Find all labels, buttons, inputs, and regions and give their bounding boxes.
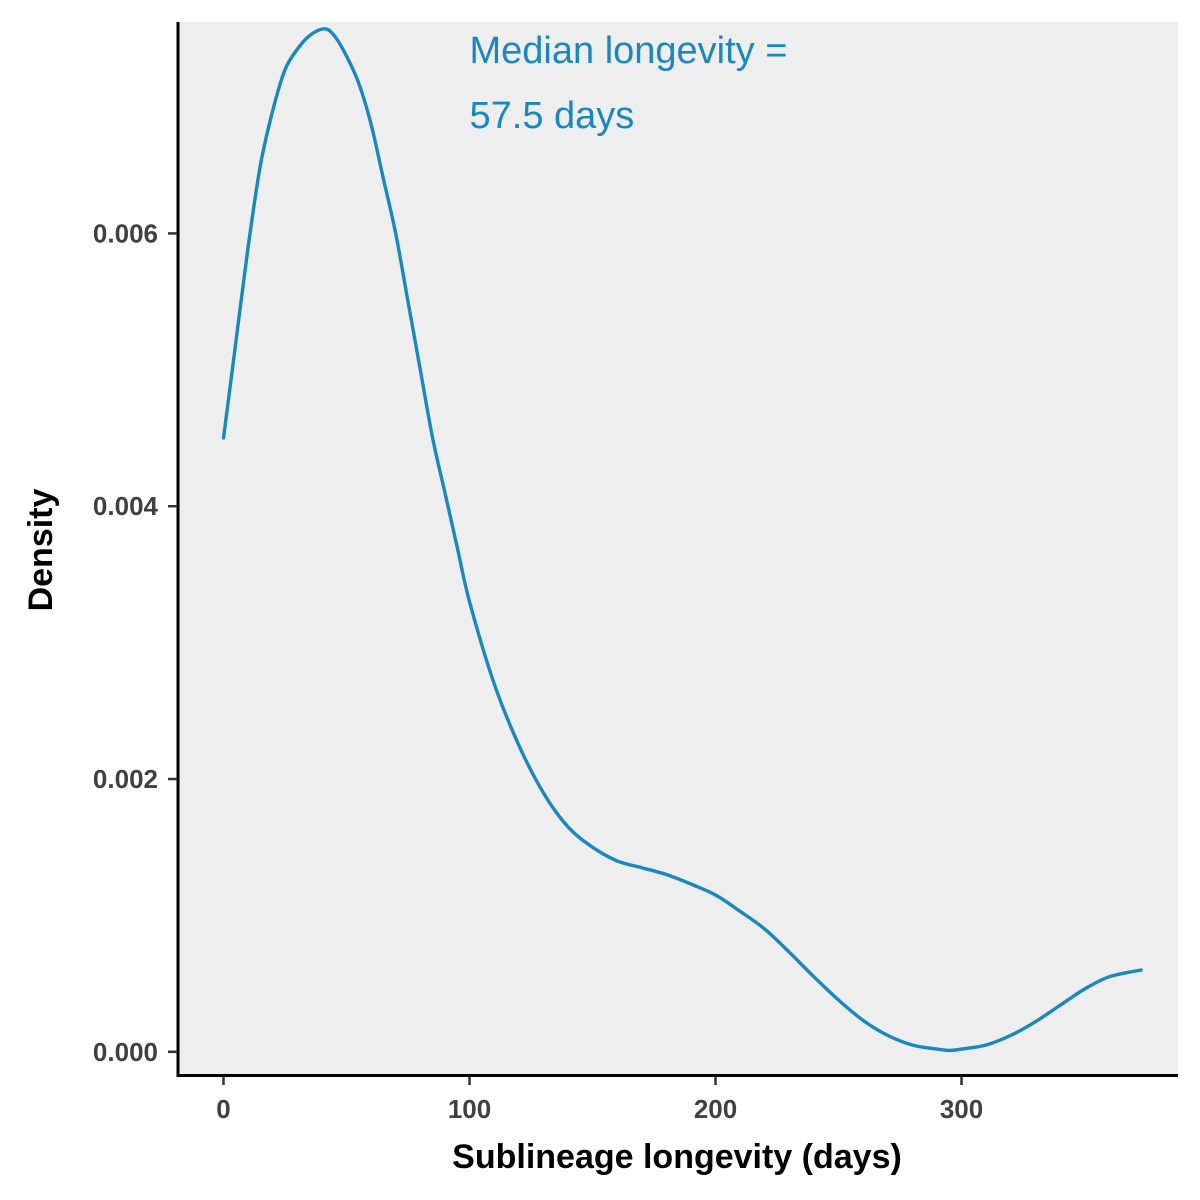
x-tick-label: 0 bbox=[216, 1094, 230, 1124]
annotation-line-1: Median longevity = bbox=[470, 30, 788, 72]
y-tick-label: 0.000 bbox=[93, 1037, 158, 1067]
y-axis-ticks: 0.000 0.002 0.004 0.006 bbox=[93, 218, 177, 1067]
annotation-line-2: 57.5 days bbox=[470, 95, 635, 137]
y-tick-label: 0.006 bbox=[93, 218, 158, 248]
plot-panel bbox=[178, 22, 1178, 1075]
x-axis-title: Sublineage longevity (days) bbox=[452, 1138, 902, 1176]
x-tick-label: 300 bbox=[940, 1094, 983, 1124]
y-tick-label: 0.004 bbox=[93, 491, 159, 521]
y-tick-label: 0.002 bbox=[93, 764, 158, 794]
x-tick-label: 100 bbox=[448, 1094, 491, 1124]
x-tick-label: 200 bbox=[694, 1094, 737, 1124]
density-line bbox=[221, 27, 1143, 1053]
x-axis-ticks: 0 100 200 300 bbox=[216, 1077, 983, 1124]
y-axis-title: Density bbox=[22, 489, 60, 612]
